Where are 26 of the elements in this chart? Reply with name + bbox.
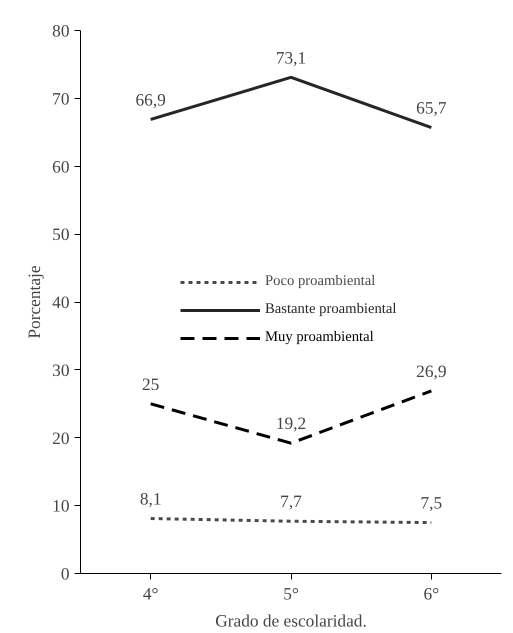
text: Poco proambiental [265,273,376,290]
y-tick-label: 70 [52,89,70,108]
y-tick-label: 60 [52,157,70,176]
y-tick-label: 80 [52,22,70,40]
y-tick-label: 30 [52,360,70,380]
data-label: 19,2 [276,414,306,434]
data-label: 25 [142,374,160,394]
y-tick-label: 50 [52,225,70,244]
data-label: 73,1 [276,48,306,68]
data-label: 7,7 [280,492,302,512]
x-tick-label: 6° [424,584,440,604]
y-tick-label: 0 [60,564,70,584]
x-tick-label: 5° [283,584,299,604]
data-label: 8,1 [140,490,162,509]
y-tick-label: 10 [52,496,70,516]
text: Bastante proambiental [265,301,396,318]
y-tick-label: 40 [52,293,70,312]
data-label: 26,9 [416,362,446,381]
y-tick-label: 20 [52,428,70,448]
y-axis-title: Porcentaje [25,265,44,339]
data-label: 66,9 [136,90,166,110]
text: Muy proambiental [265,329,374,346]
x-axis-title: Grado de escolaridad. [215,612,367,630]
data-label: 65,7 [416,98,447,118]
data-label: 7,5 [420,494,442,513]
x-tick-label: 4° [142,584,159,604]
